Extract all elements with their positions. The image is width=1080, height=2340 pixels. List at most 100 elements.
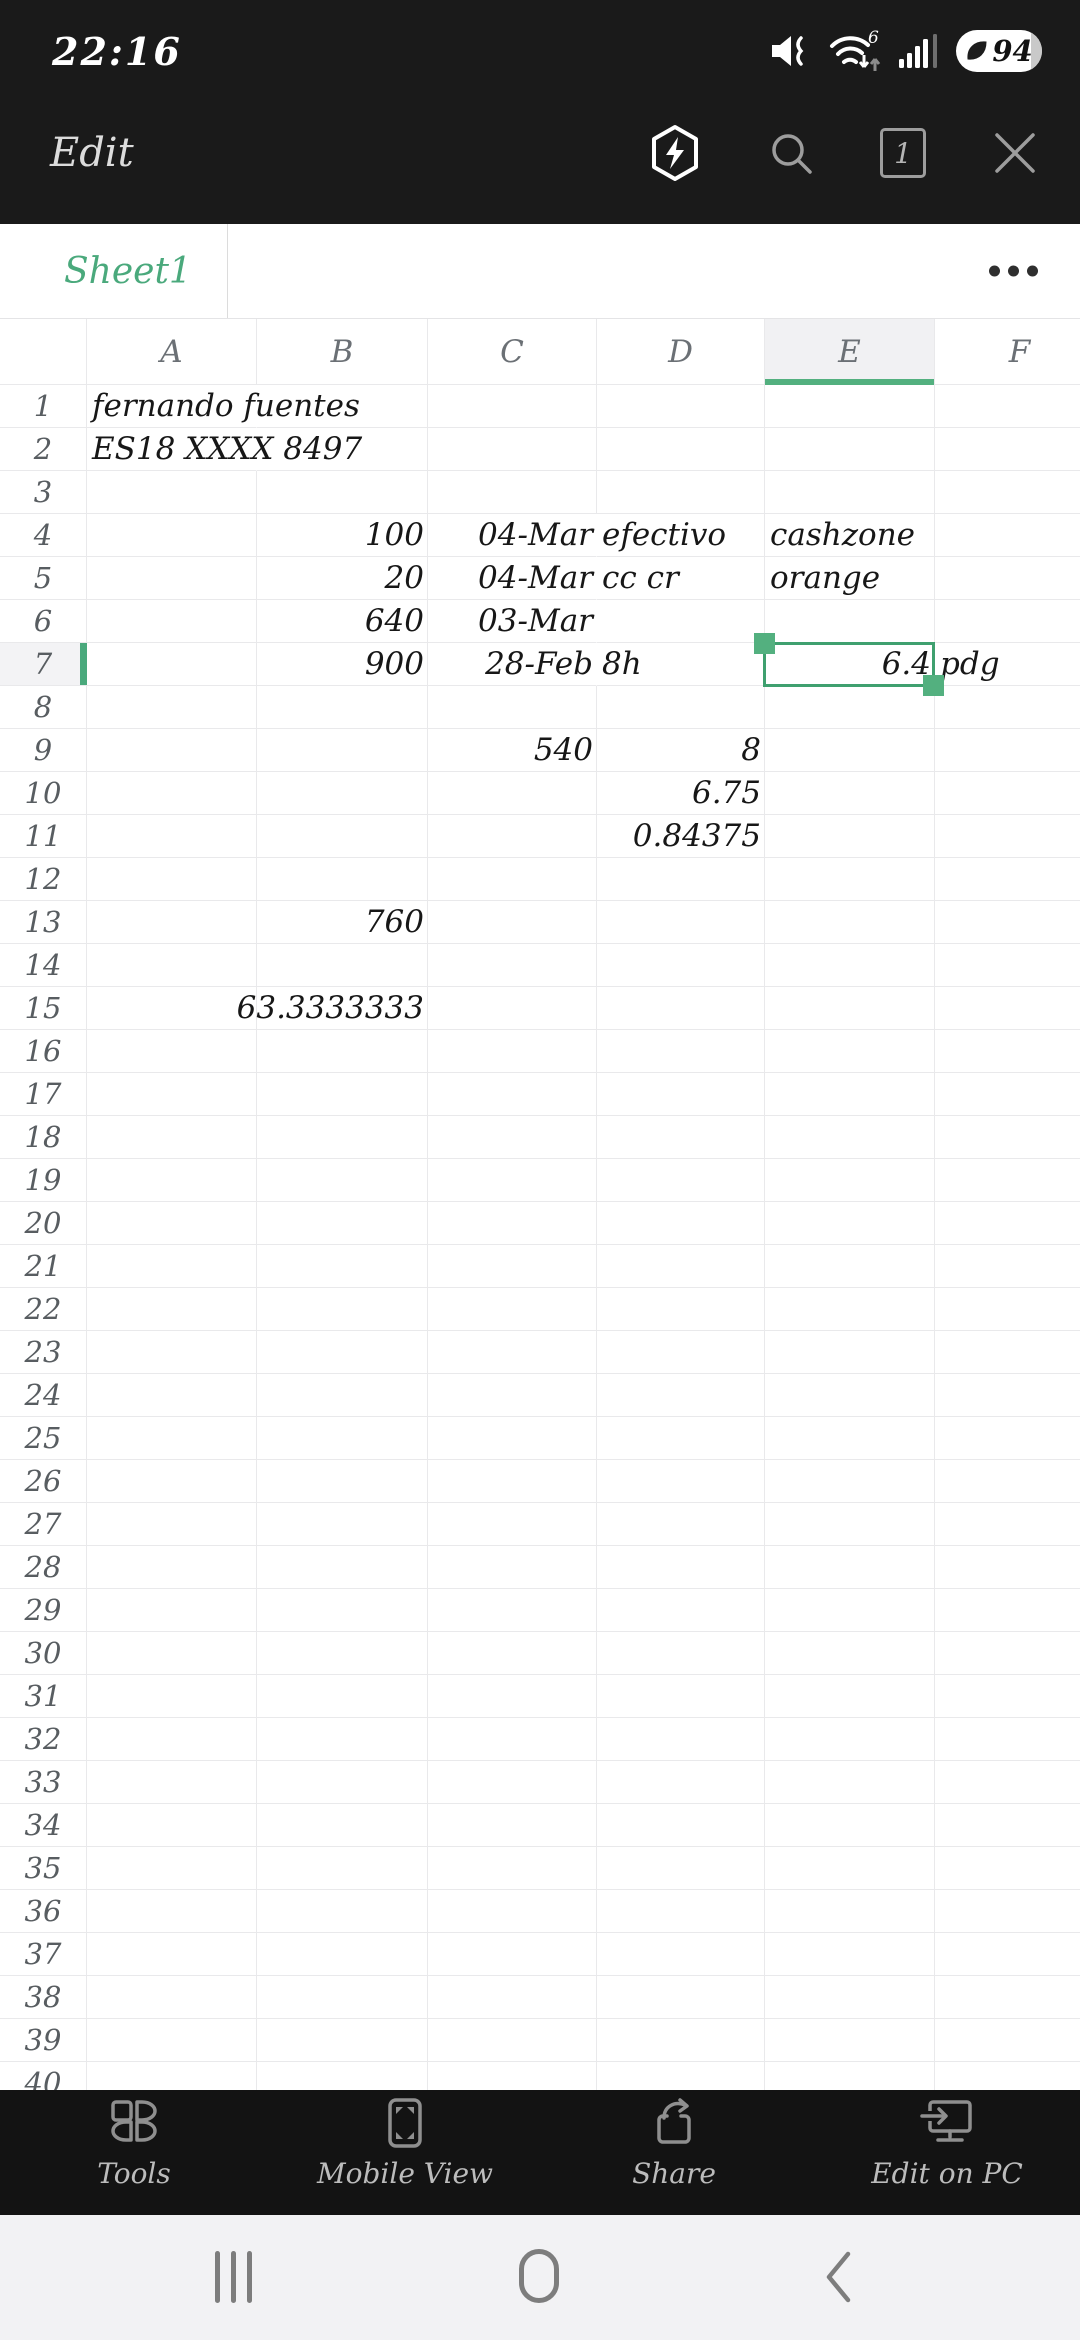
cell-C8[interactable] [428,686,597,729]
cell-D29[interactable] [597,1589,765,1632]
row-header-11[interactable]: 11 [0,815,87,858]
cell-F7[interactable]: pdg [935,643,1080,686]
row-header-27[interactable]: 27 [0,1503,87,1546]
cell-B12[interactable] [257,858,428,901]
cell-B8[interactable] [257,686,428,729]
cell-C22[interactable] [428,1288,597,1331]
cell-E4[interactable]: cashzone [765,514,935,557]
cell-F8[interactable] [935,686,1080,729]
close-icon[interactable] [992,130,1038,176]
cell-B6[interactable]: 640 [257,600,428,643]
cell-D27[interactable] [597,1503,765,1546]
cell-F13[interactable] [935,901,1080,944]
cell-D36[interactable] [597,1890,765,1933]
cell-C30[interactable] [428,1632,597,1675]
row-header-5[interactable]: 5 [0,557,87,600]
cell-E7[interactable]: 6.4 [765,643,935,686]
cell-D40[interactable] [597,2062,765,2090]
cell-B7[interactable]: 900 [257,643,428,686]
cell-A34[interactable] [87,1804,257,1847]
cell-F20[interactable] [935,1202,1080,1245]
cell-E24[interactable] [765,1374,935,1417]
cell-D38[interactable] [597,1976,765,2019]
row-header-36[interactable]: 36 [0,1890,87,1933]
cell-C19[interactable] [428,1159,597,1202]
cell-E17[interactable] [765,1073,935,1116]
grid-corner-cell[interactable] [0,319,87,385]
cell-E21[interactable] [765,1245,935,1288]
cell-D22[interactable] [597,1288,765,1331]
cell-F3[interactable] [935,471,1080,514]
cell-F34[interactable] [935,1804,1080,1847]
cell-D6[interactable] [597,600,765,643]
cell-F38[interactable] [935,1976,1080,2019]
cell-A22[interactable] [87,1288,257,1331]
cell-B38[interactable] [257,1976,428,2019]
cell-F27[interactable] [935,1503,1080,1546]
cell-F5[interactable] [935,557,1080,600]
cell-B22[interactable] [257,1288,428,1331]
row-header-26[interactable]: 26 [0,1460,87,1503]
cell-C29[interactable] [428,1589,597,1632]
tab-sheet1[interactable]: Sheet1 [0,224,228,318]
cell-F25[interactable] [935,1417,1080,1460]
cell-A15[interactable] [87,987,257,1030]
cell-C2[interactable] [428,428,597,471]
column-header-A[interactable]: A [87,319,257,385]
cell-A38[interactable] [87,1976,257,2019]
cell-C26[interactable] [428,1460,597,1503]
cell-B2[interactable] [257,428,428,471]
cell-F14[interactable] [935,944,1080,987]
cell-C11[interactable] [428,815,597,858]
cell-A26[interactable] [87,1460,257,1503]
row-header-9[interactable]: 9 [0,729,87,772]
cell-A33[interactable] [87,1761,257,1804]
cell-C35[interactable] [428,1847,597,1890]
row-header-18[interactable]: 18 [0,1116,87,1159]
cell-B25[interactable] [257,1417,428,1460]
cell-C9[interactable]: 540 [428,729,597,772]
cell-D20[interactable] [597,1202,765,1245]
cell-A7[interactable] [87,643,257,686]
cell-A32[interactable] [87,1718,257,1761]
row-header-29[interactable]: 29 [0,1589,87,1632]
search-icon[interactable] [768,130,814,176]
cell-F36[interactable] [935,1890,1080,1933]
cell-F35[interactable] [935,1847,1080,1890]
edit-mode-label[interactable]: Edit [50,130,134,176]
cell-D7[interactable]: 8h [597,643,765,686]
cell-D31[interactable] [597,1675,765,1718]
cell-B23[interactable] [257,1331,428,1374]
row-header-31[interactable]: 31 [0,1675,87,1718]
document-count-icon[interactable]: 1 [880,128,926,178]
cell-F4[interactable] [935,514,1080,557]
cell-D1[interactable] [597,385,765,428]
share-button[interactable]: Share [564,2098,784,2190]
cell-B13[interactable]: 760 [257,901,428,944]
cell-C5[interactable]: 04-Mar [428,557,597,600]
cell-A23[interactable] [87,1331,257,1374]
cell-B17[interactable] [257,1073,428,1116]
row-header-30[interactable]: 30 [0,1632,87,1675]
cell-F6[interactable] [935,600,1080,643]
cell-B24[interactable] [257,1374,428,1417]
cell-B20[interactable] [257,1202,428,1245]
row-header-1[interactable]: 1 [0,385,87,428]
cell-C17[interactable] [428,1073,597,1116]
cell-B37[interactable] [257,1933,428,1976]
cell-B9[interactable] [257,729,428,772]
cell-F39[interactable] [935,2019,1080,2062]
cell-B27[interactable] [257,1503,428,1546]
cell-F1[interactable] [935,385,1080,428]
cell-B5[interactable]: 20 [257,557,428,600]
cell-C24[interactable] [428,1374,597,1417]
cell-B3[interactable] [257,471,428,514]
cell-A20[interactable] [87,1202,257,1245]
cell-E25[interactable] [765,1417,935,1460]
row-header-21[interactable]: 21 [0,1245,87,1288]
cell-C14[interactable] [428,944,597,987]
cell-E12[interactable] [765,858,935,901]
cell-B26[interactable] [257,1460,428,1503]
row-header-22[interactable]: 22 [0,1288,87,1331]
cell-B10[interactable] [257,772,428,815]
